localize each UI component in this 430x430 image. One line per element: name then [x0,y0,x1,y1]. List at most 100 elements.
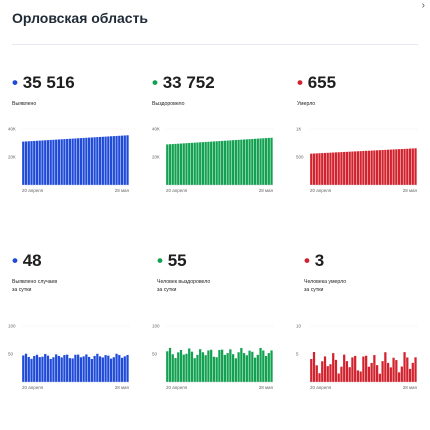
chart-bar [109,358,113,382]
y-tick-label: 40К [8,127,16,132]
chart-bar [104,355,107,382]
chart-bar [375,150,379,185]
chart-bar [367,150,371,185]
chart-bar [218,141,221,185]
chart-bar [259,347,262,382]
chart-bar [126,355,129,382]
chart-bar [234,358,237,382]
chart-bar [321,361,324,382]
chart-bar [107,355,110,382]
chevron-icon[interactable]: › [421,0,425,11]
chart-bar [389,367,392,382]
chart-bar [190,351,194,382]
chart-bar [248,350,251,382]
chart-bar [312,351,316,382]
stat-value: • 48 [12,251,42,270]
x-tick-label: 28 мая [403,188,418,193]
chart-bar [223,140,227,185]
chart-bar [210,141,213,185]
chart-bar [109,136,113,185]
chart-bar [340,152,343,185]
chart-bar [57,139,61,185]
x-tick-label: 20 апреля [166,188,188,193]
chart-bar [115,353,118,382]
chart-bar [221,349,224,382]
chart-bar [177,143,180,185]
chart-bar [411,362,414,382]
stat-value: • 33 752 [152,73,215,92]
chart-bar [318,153,321,185]
chart-bar [312,153,316,185]
chart-bar [33,140,36,185]
chart-bar [315,365,318,382]
chart-bar [96,137,99,185]
x-tick-label: 28 мая [403,385,418,390]
chart-bar [267,353,270,382]
chart-deaths-daily: 10 5 20 апреля 28 мая [296,320,421,395]
chart-bar [251,351,254,382]
chart-bar [315,153,318,185]
chart-bar [334,359,338,382]
chart-bar [63,139,66,185]
chart-bar [204,141,207,185]
chart-bar [41,140,44,185]
chart-bar [96,353,99,382]
chart-bar [63,355,66,382]
chart-bar [256,138,259,185]
y-tick-label: 1К [296,127,302,132]
chart-bar [400,366,403,382]
chart-bar [24,353,28,382]
chart-bar [359,151,362,185]
chart-bar [101,136,104,185]
chart-bar [166,144,169,185]
chart-bar [403,148,406,185]
chart-bar [359,371,362,382]
chart-bar [340,366,343,382]
stat-label: Выздоровело [152,101,185,107]
chart-bar [237,139,240,185]
chart-bar [93,137,96,185]
chart-bar [400,149,403,185]
chart-bar [392,149,395,185]
chart-bar [98,136,102,185]
chart-bar [406,357,409,382]
chart-bar [370,150,373,185]
stat-number: 3 [314,251,325,270]
stat-number: 33 752 [162,73,215,92]
chart-bar [49,358,52,382]
chart-bar [177,352,180,382]
chart-bar [354,151,357,185]
chart-bar [188,142,191,185]
chart-bar [403,352,406,382]
chart-bar [414,357,417,382]
chart-bar [182,354,185,382]
chart-bar [201,142,205,185]
chart-bar [201,352,205,382]
chart-bar [57,355,61,382]
stat-confirmed: • 35 516 Выявлено [12,74,142,108]
chart-bar [93,355,96,382]
chart-bar [373,150,376,185]
chart-bar [397,372,401,382]
chart-bar [74,138,77,185]
chart-bar [242,139,246,185]
stat-label: Человек выздоровело за сутки [157,279,211,293]
stat-label: Человека умерло за сутки [304,279,347,293]
stat-deaths-daily: • 3 Человека умерло за сутки [304,252,430,294]
chart-bar [120,357,124,382]
chart-confirmed: 40К 20К 20 апреля 28 мая [8,123,133,198]
chart-bar [82,137,85,185]
y-tick-label: 10 [296,324,302,329]
chart-bar [185,143,188,185]
chart-bar [68,138,72,185]
y-tick-label: 50 [152,352,158,357]
chart-bar [179,143,183,185]
chart-bar [234,140,237,185]
chart-bar [104,136,107,185]
chart-bar [87,137,91,185]
chart-bar [356,151,360,185]
chart-bar [245,139,248,185]
chart-bar [38,357,41,382]
chart-bar [373,355,376,382]
chart-bar [35,140,39,185]
